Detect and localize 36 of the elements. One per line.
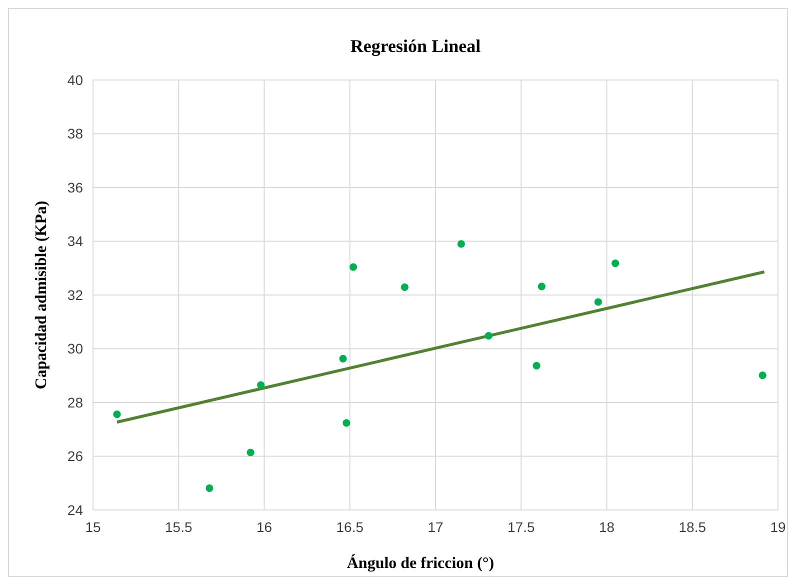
- x-tick-label: 17: [428, 519, 444, 535]
- chart-title: Regresión Lineal: [350, 36, 481, 56]
- y-tick-label: 26: [67, 448, 84, 464]
- x-tick-label: 16: [256, 519, 272, 535]
- x-tick-label: 18: [598, 519, 615, 535]
- y-tick-label: 34: [67, 233, 84, 250]
- y-tick-label: 30: [67, 340, 84, 357]
- point: [594, 298, 602, 306]
- point: [538, 282, 546, 290]
- x-tick-label: 15: [85, 519, 101, 535]
- point: [257, 381, 265, 389]
- y-tick-label: 38: [67, 126, 84, 142]
- point: [532, 362, 540, 370]
- y-tick-label: 32: [67, 286, 84, 303]
- point: [457, 240, 465, 248]
- point: [246, 448, 254, 456]
- point: [342, 419, 350, 427]
- point: [758, 372, 766, 380]
- point: [484, 332, 492, 340]
- point: [400, 283, 408, 292]
- y-tick-label: 24: [67, 502, 84, 518]
- y-tick-label: 40: [67, 72, 84, 88]
- x-tick-label: 18.5: [678, 519, 706, 535]
- point: [612, 259, 620, 268]
- y-axis-title: Capacidad admisible (KPa): [33, 200, 50, 390]
- point: [339, 354, 347, 362]
- x-axis-title: Ángulo de friccion (°): [346, 554, 494, 572]
- x-tick-label: 19: [770, 519, 786, 535]
- x-tick-label: 17.5: [508, 519, 535, 535]
- point: [113, 410, 121, 418]
- point: [350, 263, 358, 271]
- y-tick-label: 28: [67, 394, 84, 410]
- point: [206, 484, 214, 492]
- y-tick-label: 36: [67, 179, 84, 196]
- x-tick-label: 15.5: [165, 519, 192, 535]
- x-tick-label: 16.5: [336, 519, 364, 535]
